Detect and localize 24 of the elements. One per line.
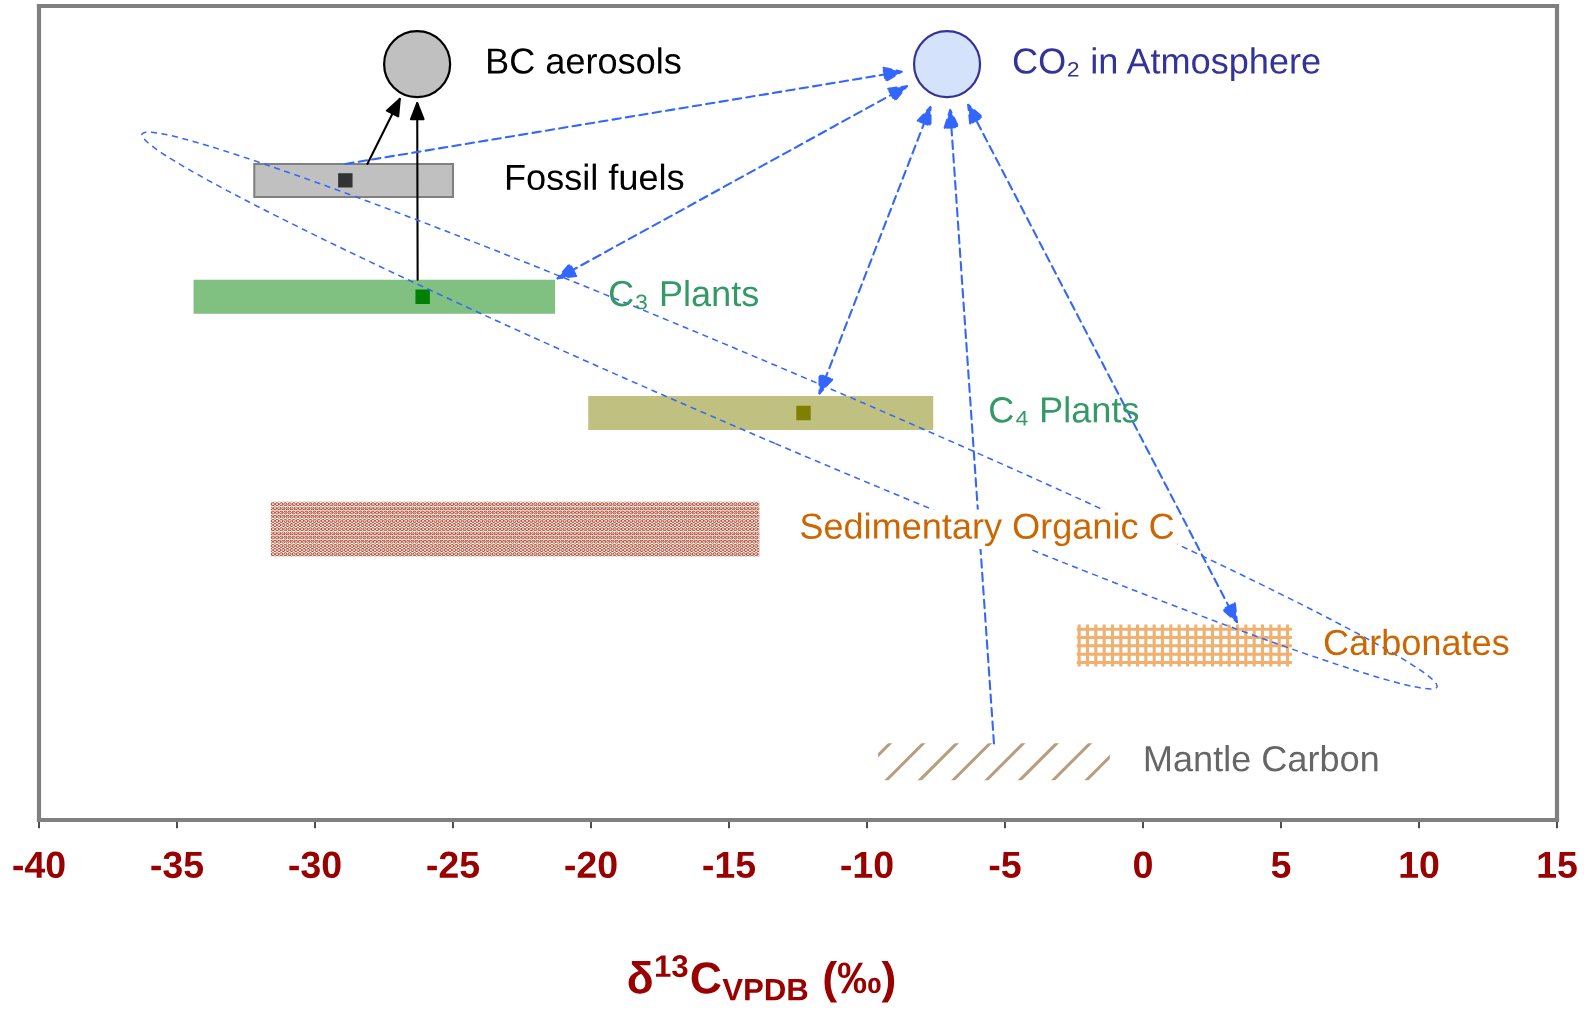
y-tick-label: C₃ Plants (609, 279, 758, 310)
x-tick-label: -30 (289, 851, 341, 879)
x-tick-label: 15 (1538, 851, 1577, 879)
series-label: BC aerosols (488, 47, 681, 74)
bar (253, 162, 455, 198)
x-tick-label: -20 (565, 851, 617, 879)
x-tick-label: -40 (13, 851, 65, 879)
y-tick-label: Fossil fuels (506, 163, 684, 191)
x-tick-label: -5 (989, 851, 1021, 879)
x-axis-title: δ$^{13}$C$_{VPDB}$ (‰) (628, 955, 895, 1003)
bar (193, 279, 556, 314)
y-tick-label: Carbonates (1324, 628, 1509, 656)
y-tick-label: Sedimentary Organic C (801, 512, 1174, 547)
y-tick-label: C₄ Plants (990, 396, 1139, 426)
y-tick-label: Mantle Carbon (1145, 745, 1378, 772)
x-tick-label: 0 (1134, 851, 1152, 879)
bar (878, 743, 1110, 781)
x-tick-label: 10 (1400, 851, 1439, 879)
x-tick-label: -10 (841, 851, 893, 879)
x-tick-label: -15 (703, 851, 756, 879)
x-tick-label: 5 (1271, 851, 1291, 879)
series-label: CO₂ in Atmosphere (1013, 47, 1320, 81)
x-tick-label: -25 (427, 851, 480, 879)
x-tick-label: -35 (151, 851, 204, 879)
